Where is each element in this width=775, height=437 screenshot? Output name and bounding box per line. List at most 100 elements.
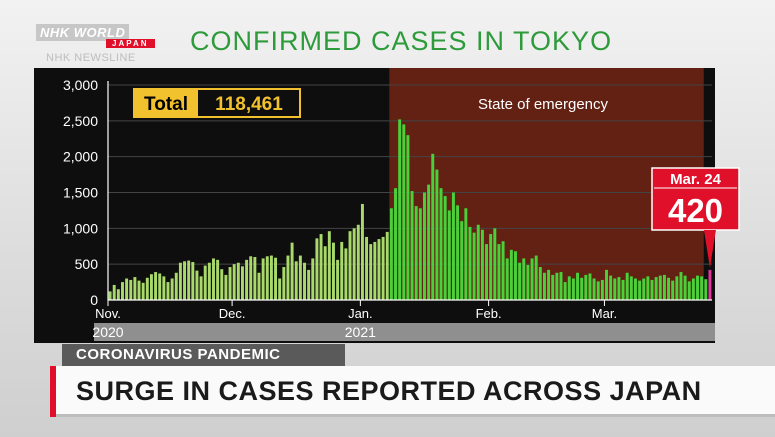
bar: [534, 255, 538, 300]
bar: [410, 191, 414, 300]
bar: [116, 289, 120, 300]
bar: [621, 279, 625, 300]
y-tick-label: 500: [75, 256, 99, 272]
bar: [191, 262, 195, 300]
bar: [170, 278, 174, 300]
bar: [195, 270, 199, 300]
bar: [377, 239, 381, 300]
bar: [154, 272, 158, 300]
y-tick-label: 0: [90, 292, 98, 308]
bar: [609, 275, 613, 300]
bar: [443, 196, 447, 300]
x-month-label: Mar.: [592, 306, 617, 321]
bar: [559, 272, 563, 300]
x-year-label: 2021: [345, 324, 376, 340]
bar: [518, 262, 522, 300]
bar: [530, 258, 534, 300]
bar: [274, 257, 278, 300]
bar: [356, 224, 360, 300]
latest-callout-pointer: [703, 230, 716, 268]
bar: [307, 269, 311, 300]
bar: [456, 205, 460, 300]
x-month-label: Jan.: [348, 306, 373, 321]
bar: [290, 242, 294, 300]
latest-date-label: Mar. 24: [670, 171, 722, 188]
bar: [178, 262, 182, 300]
logo-main-text: NHK WORLD: [36, 24, 130, 41]
bar: [418, 208, 422, 300]
bar: [257, 272, 261, 300]
bar: [249, 256, 253, 300]
bar: [323, 246, 327, 300]
bar: [497, 244, 501, 300]
bar: [245, 259, 249, 300]
bar: [431, 153, 435, 300]
y-tick-label: 1,500: [63, 185, 98, 201]
bar: [468, 226, 472, 300]
bar: [576, 272, 580, 300]
bar: [501, 241, 505, 300]
bar: [584, 274, 588, 300]
bar: [269, 255, 273, 300]
bar: [315, 238, 319, 300]
bar: [344, 248, 348, 300]
bar: [563, 282, 567, 300]
x-month-label: Feb.: [476, 306, 502, 321]
bar: [708, 269, 712, 300]
latest-value-label: 420: [668, 192, 723, 229]
bar: [662, 274, 666, 300]
bar: [493, 228, 497, 300]
bar: [514, 251, 517, 300]
bar: [638, 280, 642, 300]
bar: [220, 269, 224, 300]
bar: [125, 278, 129, 300]
bar: [402, 124, 406, 301]
bar: [212, 258, 215, 300]
bar: [596, 281, 600, 300]
bar: [667, 277, 671, 300]
bar: [600, 279, 604, 300]
bar: [203, 265, 207, 300]
bar: [112, 284, 116, 300]
bar: [236, 262, 240, 300]
bar: [555, 272, 559, 300]
bar: [480, 229, 484, 300]
bar: [588, 273, 592, 300]
bar: [327, 231, 331, 300]
bar: [207, 262, 211, 300]
bar: [369, 244, 373, 300]
bar: [447, 210, 451, 300]
bar: [439, 188, 443, 300]
bar: [340, 241, 344, 300]
bar: [145, 277, 149, 300]
bar: [423, 192, 426, 300]
bar: [522, 258, 526, 300]
bar: [526, 264, 530, 300]
bar: [183, 261, 187, 300]
bar: [121, 282, 124, 300]
bar: [505, 258, 509, 300]
emergency-label: State of emergency: [478, 96, 609, 113]
bar: [278, 278, 282, 300]
bar: [542, 272, 546, 300]
bar: [406, 135, 410, 300]
bar: [613, 278, 617, 300]
y-tick-label: 2,500: [63, 113, 98, 129]
total-label: Total: [144, 94, 188, 115]
bar: [704, 279, 708, 300]
total-value: 118,461: [215, 94, 283, 115]
bar: [650, 279, 654, 300]
bar: [360, 203, 364, 300]
bar: [696, 275, 699, 300]
bar: [464, 208, 468, 300]
bar: [187, 260, 191, 300]
bar: [311, 258, 315, 300]
bar: [509, 249, 513, 300]
bar: [654, 277, 658, 300]
bar: [485, 244, 489, 300]
bar: [700, 276, 704, 300]
bar: [129, 279, 133, 300]
bar: [476, 224, 480, 300]
bar: [265, 256, 269, 300]
